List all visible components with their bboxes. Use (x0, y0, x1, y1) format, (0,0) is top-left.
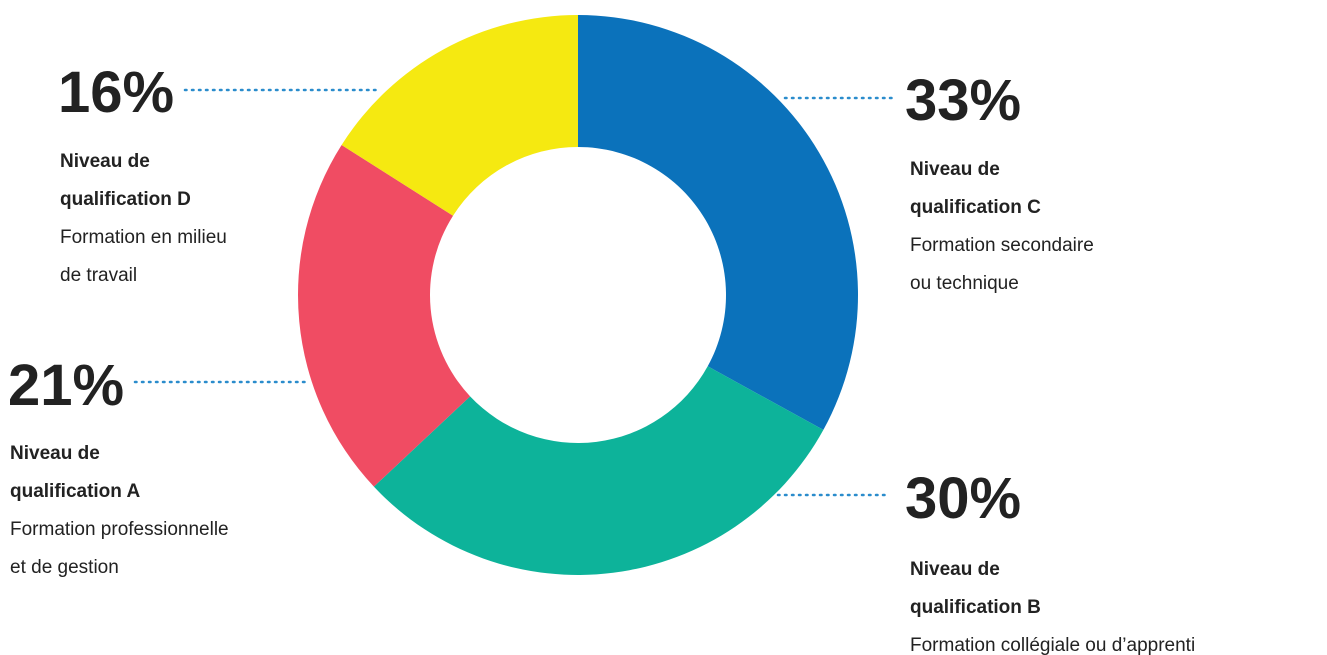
category-description: de travail (60, 265, 137, 286)
percent-label: 21% (8, 353, 124, 418)
category-description: ou technique (910, 273, 1019, 294)
category-label: qualification A (10, 481, 140, 502)
category-description: Formation secondaire (910, 235, 1094, 256)
category-label: qualification D (60, 189, 191, 210)
category-label: Niveau de (10, 443, 100, 464)
percent-label: 16% (58, 60, 174, 125)
category-label: Niveau de (910, 159, 1000, 180)
donut-segment (578, 15, 858, 430)
category-description: Formation en milieu (60, 227, 227, 248)
category-description: Formation collégiale ou d’apprenti (910, 635, 1195, 655)
donut-segment (341, 15, 578, 216)
donut-segment (298, 144, 471, 487)
percent-label: 30% (905, 466, 1021, 531)
category-label: qualification C (910, 197, 1041, 218)
category-label: Niveau de (910, 559, 1000, 580)
category-description: Formation professionnelle (10, 519, 229, 540)
category-label: Niveau de (60, 151, 150, 172)
category-description: et de gestion (10, 557, 119, 578)
percent-label: 33% (905, 68, 1021, 133)
donut-segment (373, 366, 824, 575)
category-label: qualification B (910, 597, 1041, 618)
